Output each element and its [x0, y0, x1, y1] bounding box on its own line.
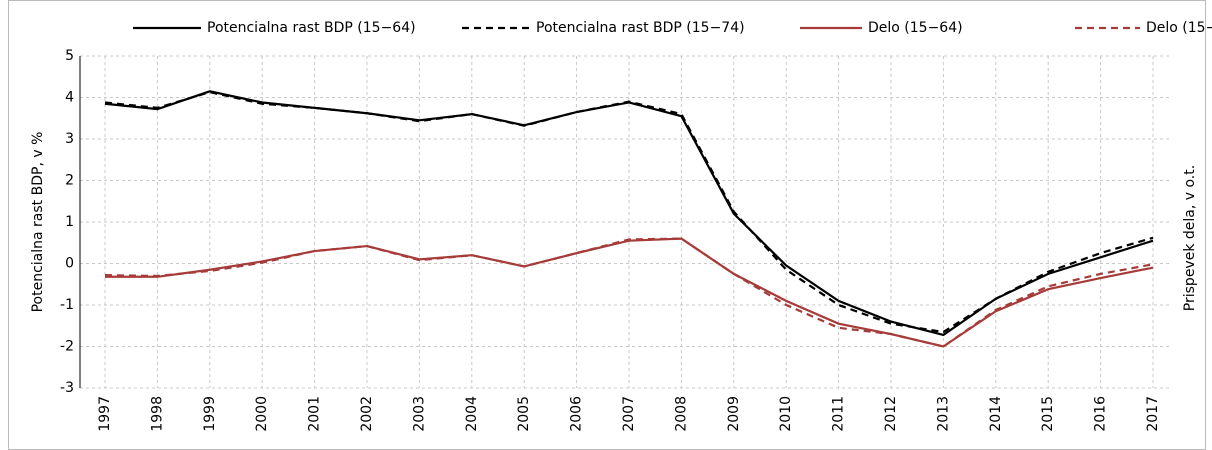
series-line [104, 237, 1154, 348]
x-tick-label: 2013 [935, 396, 951, 432]
y-tick-label: 4 [65, 90, 74, 106]
x-tick-label: 2011 [831, 396, 847, 432]
x-tick-label: 2000 [254, 396, 270, 432]
x-tick-label: 2003 [411, 396, 427, 432]
y-tick-label: 0 [65, 256, 74, 272]
x-tick-label: 2006 [569, 396, 585, 432]
x-tick-label: 1997 [97, 396, 113, 432]
x-tick-label: 2017 [1145, 396, 1161, 432]
y-tick-label: -3 [60, 380, 74, 396]
y2-axis-label: Prispevek dela, v o.t. [1182, 165, 1198, 311]
legend-label: Delo (15−74) [1146, 20, 1212, 36]
y-tick-label: 2 [65, 173, 74, 189]
x-tick-label: 2012 [883, 396, 899, 432]
y-tick-label: 5 [65, 48, 74, 64]
legend-label: Delo (15−64) [868, 20, 963, 36]
x-tick-label: 2009 [726, 396, 742, 432]
x-tick-label: 2004 [464, 396, 480, 432]
y-tick-label: 1 [65, 214, 74, 230]
series-line [104, 90, 1154, 334]
y-axis-label: Potencialna rast BDP, v % [30, 132, 46, 313]
frame [8, 0, 1206, 450]
x-tick-label: 1998 [149, 396, 165, 432]
x-tick-label: 2001 [307, 396, 323, 432]
x-tick-label: 2016 [1093, 396, 1109, 432]
x-tick-label: 2005 [516, 396, 532, 432]
x-tick-label: 2014 [988, 396, 1004, 432]
legend-label: Potencialna rast BDP (15−74) [536, 20, 745, 36]
y-tick-label: -1 [60, 297, 74, 313]
x-tick-label: 2010 [778, 396, 794, 432]
x-tick-label: 2008 [673, 396, 689, 432]
legend-label: Potencialna rast BDP (15−64) [207, 20, 416, 36]
x-tick-label: 2002 [359, 396, 375, 432]
y-tick-label: -2 [60, 339, 74, 355]
x-tick-label: 2007 [621, 396, 637, 432]
y-tick-label: 3 [65, 131, 74, 147]
x-tick-label: 1999 [202, 396, 218, 432]
x-tick-label: 2015 [1040, 396, 1056, 432]
